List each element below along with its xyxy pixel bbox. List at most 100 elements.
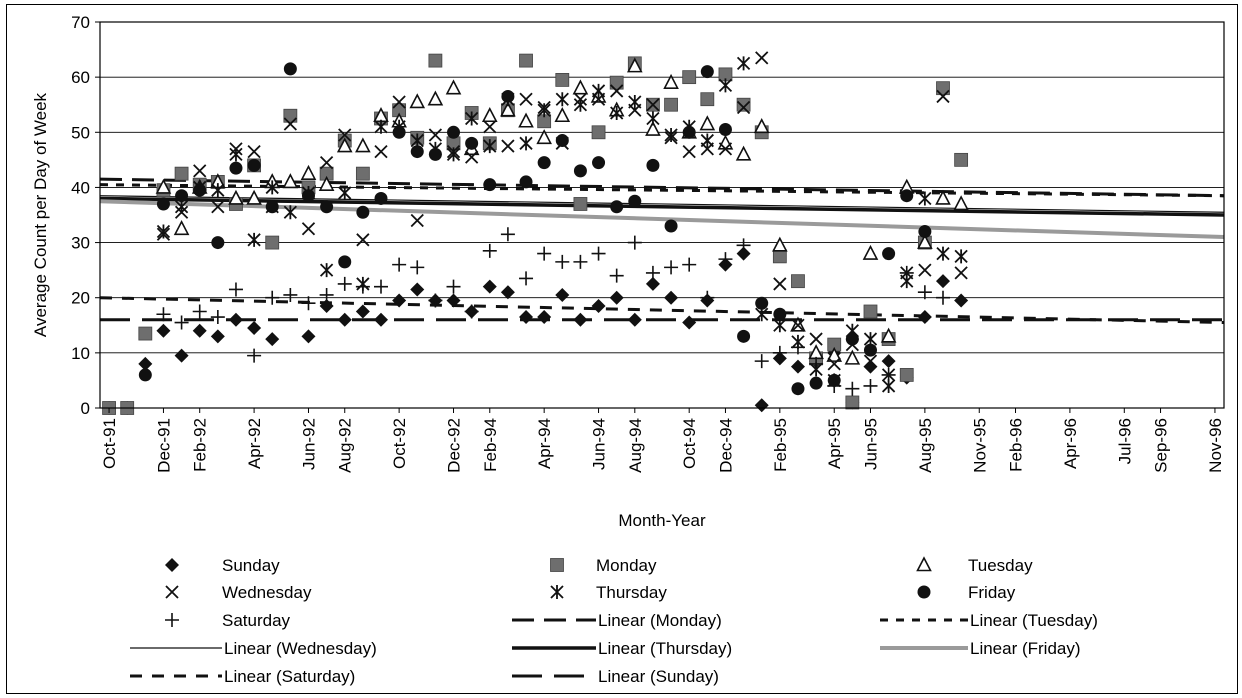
legend-swatch bbox=[165, 558, 179, 572]
point-tuesday bbox=[772, 236, 788, 252]
point-friday bbox=[519, 175, 533, 189]
legend-swatch bbox=[165, 585, 179, 599]
point-tuesday bbox=[699, 115, 716, 131]
point-saturday bbox=[790, 340, 805, 355]
point-saturday bbox=[827, 378, 842, 393]
legend: Sunday Monday Tuesday Wednesday Thursday Frid… bbox=[130, 556, 1098, 686]
point-thursday bbox=[954, 249, 968, 264]
point-monday bbox=[138, 326, 153, 341]
point-wednesday bbox=[954, 266, 968, 280]
y-tick-label: 70 bbox=[71, 13, 90, 32]
point-sunday bbox=[881, 354, 896, 369]
x-tick-labels: Oct-91 Dec-91 Feb-92 Apr-92 Jun-92 Aug-92 Oct-… bbox=[100, 408, 1225, 473]
point-tuesday bbox=[409, 93, 426, 109]
point-thursday bbox=[918, 191, 932, 206]
point-friday bbox=[410, 145, 424, 159]
point-tuesday bbox=[318, 175, 335, 191]
x-tick-label: Sep-96 bbox=[1152, 418, 1171, 473]
legend-label: Friday bbox=[968, 583, 1016, 602]
point-friday bbox=[156, 197, 170, 211]
legend-item-linear-friday: Linear (Friday) bbox=[880, 639, 1081, 658]
point-friday bbox=[809, 376, 823, 390]
point-tuesday bbox=[645, 120, 661, 136]
point-monday bbox=[700, 92, 715, 107]
trendline-linear-friday bbox=[99, 199, 1225, 240]
legend-item-sunday: Sunday bbox=[165, 556, 280, 575]
point-sunday bbox=[337, 312, 352, 327]
x-tick-label: Feb-96 bbox=[1007, 418, 1026, 472]
point-tuesday bbox=[246, 189, 262, 205]
point-tuesday bbox=[445, 79, 462, 95]
point-thursday bbox=[319, 263, 334, 278]
point-sunday bbox=[319, 298, 334, 313]
point-sunday bbox=[736, 246, 751, 261]
point-sunday bbox=[627, 312, 642, 327]
point-sunday bbox=[392, 293, 407, 308]
point-friday bbox=[283, 62, 297, 76]
point-wednesday bbox=[410, 213, 424, 228]
point-monday bbox=[736, 97, 751, 112]
point-sunday bbox=[138, 356, 153, 371]
point-tuesday bbox=[663, 73, 679, 89]
point-saturday bbox=[754, 354, 769, 369]
point-thursday bbox=[936, 246, 950, 261]
x-tick-label: Apr-96 bbox=[1061, 418, 1080, 469]
point-saturday bbox=[627, 235, 642, 250]
x-tick-label: Aug-92 bbox=[336, 418, 355, 473]
point-sunday bbox=[664, 290, 679, 305]
legend-swatch bbox=[916, 556, 932, 572]
point-thursday bbox=[664, 128, 678, 143]
point-saturday bbox=[863, 378, 878, 393]
point-friday bbox=[555, 134, 569, 148]
point-wednesday bbox=[374, 144, 388, 159]
point-saturday bbox=[247, 348, 262, 363]
point-monday bbox=[664, 97, 678, 112]
point-monday bbox=[845, 395, 860, 410]
point-thursday bbox=[591, 83, 606, 98]
point-friday bbox=[265, 200, 279, 214]
legend-label: Linear (Saturday) bbox=[224, 667, 355, 686]
point-saturday bbox=[428, 293, 443, 308]
point-tuesday bbox=[300, 164, 317, 180]
legend-label: Monday bbox=[596, 556, 657, 575]
point-saturday bbox=[265, 290, 280, 305]
y-tick-labels: 0 10 20 30 40 50 60 70 bbox=[71, 13, 100, 418]
point-tuesday bbox=[554, 107, 571, 123]
point-sunday bbox=[682, 315, 697, 330]
x-tick-label: Dec-92 bbox=[445, 418, 464, 473]
trendline-linear-monday bbox=[99, 177, 1225, 198]
trendline-linear-thursday bbox=[99, 196, 1225, 217]
point-friday bbox=[755, 296, 769, 310]
point-sunday bbox=[591, 298, 606, 313]
point-tuesday bbox=[953, 195, 969, 211]
legend-item-linear-tuesday: Linear (Tuesday) bbox=[880, 611, 1098, 630]
point-sunday bbox=[555, 287, 570, 302]
point-saturday bbox=[736, 238, 751, 253]
legend-label: Linear (Tuesday) bbox=[970, 611, 1098, 630]
point-tuesday bbox=[735, 145, 752, 161]
point-wednesday bbox=[918, 263, 932, 277]
legend-item-tuesday: Tuesday bbox=[916, 556, 1033, 575]
point-thursday bbox=[446, 147, 461, 162]
point-tuesday bbox=[173, 220, 190, 236]
point-monday bbox=[265, 235, 280, 250]
point-thursday bbox=[211, 183, 225, 198]
point-wednesday bbox=[791, 318, 805, 332]
legend-label: Linear (Thursday) bbox=[598, 639, 732, 658]
point-tuesday bbox=[753, 118, 770, 134]
point-thursday bbox=[700, 133, 714, 148]
point-thursday bbox=[537, 103, 551, 118]
point-wednesday bbox=[755, 51, 769, 65]
x-tick-label: Jun-94 bbox=[590, 418, 609, 470]
point-friday bbox=[773, 307, 787, 321]
point-monday bbox=[772, 249, 787, 264]
legend-swatch bbox=[550, 558, 564, 572]
point-thursday bbox=[283, 205, 297, 220]
point-sunday bbox=[863, 359, 878, 374]
point-thursday bbox=[555, 92, 569, 107]
x-tick-label: Aug-94 bbox=[626, 418, 645, 473]
point-friday bbox=[628, 194, 642, 208]
point-tuesday bbox=[155, 178, 172, 194]
point-thursday bbox=[573, 97, 588, 112]
